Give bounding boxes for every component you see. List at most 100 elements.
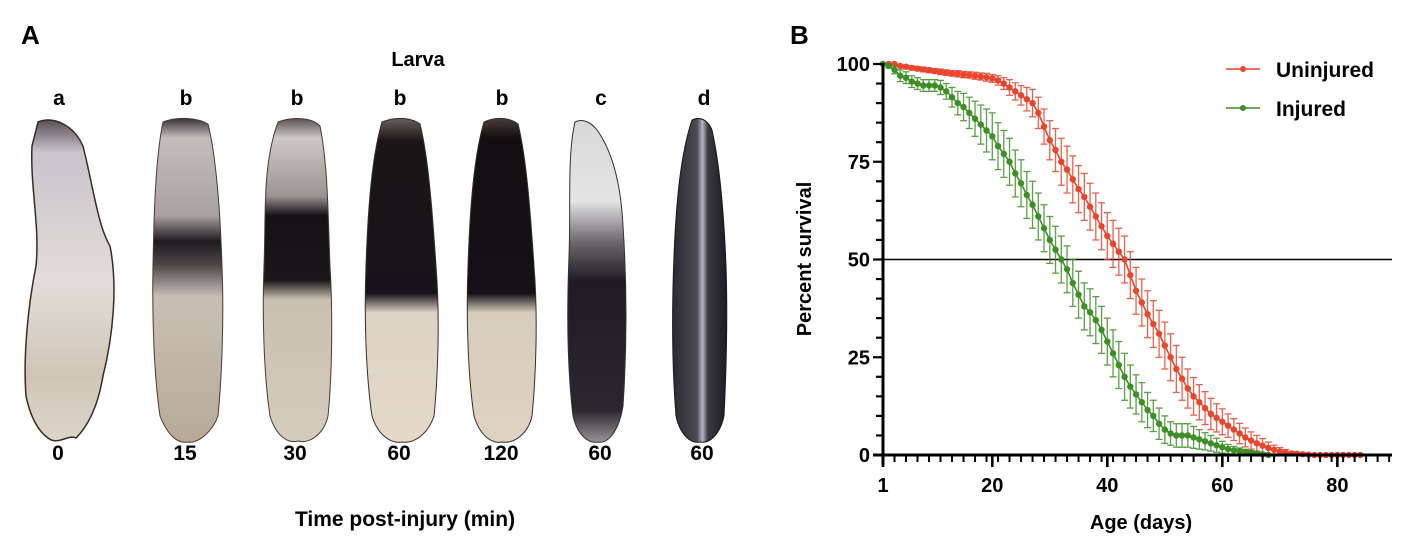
- data-point: [897, 72, 904, 79]
- legend-label: Uninjured: [1276, 59, 1374, 82]
- x-tick-label: 1: [877, 475, 888, 497]
- larva-image-30min: [262, 118, 333, 443]
- legend-label: Injured: [1276, 98, 1346, 121]
- data-point: [960, 71, 967, 78]
- time-label: 15: [173, 442, 197, 465]
- data-point: [908, 78, 915, 85]
- time-label: 60: [387, 442, 411, 465]
- larva-image-120min: [466, 117, 537, 443]
- data-point: [1173, 432, 1180, 439]
- data-point: [977, 121, 984, 128]
- data-point: [1190, 393, 1197, 400]
- data-point: [1121, 256, 1128, 263]
- data-point: [914, 65, 921, 72]
- data-point: [1184, 432, 1192, 439]
- y-axis-title: Percent survival: [794, 182, 816, 337]
- data-point: [971, 72, 979, 79]
- time-label: 60: [690, 442, 714, 465]
- data-point: [1012, 170, 1019, 177]
- y-tick-label: 0: [859, 445, 870, 467]
- data-point: [1242, 448, 1249, 456]
- data-point: [1029, 201, 1036, 208]
- y-tick-label: 100: [837, 54, 870, 76]
- data-point: [1023, 191, 1030, 199]
- data-point: [1167, 354, 1174, 361]
- larva-title: Larva: [391, 49, 445, 71]
- data-point: [1230, 426, 1238, 433]
- data-point: [1063, 166, 1071, 173]
- data-point: [1012, 88, 1019, 95]
- data-point: [902, 74, 910, 81]
- data-point: [1224, 445, 1232, 453]
- data-point: [1092, 213, 1100, 220]
- data-point: [1242, 434, 1249, 441]
- data-point: [1138, 399, 1146, 406]
- data-point: [1127, 271, 1134, 279]
- data-point: [966, 71, 973, 79]
- data-point: [1236, 430, 1243, 437]
- data-point: [1173, 365, 1180, 373]
- data-point: [1150, 412, 1157, 420]
- data-point: [931, 67, 938, 75]
- data-point: [1069, 176, 1076, 183]
- data-point: [1265, 444, 1272, 452]
- data-point: [1270, 446, 1278, 454]
- data-point: [920, 82, 927, 89]
- axes-layer: 0 25 50 75 100 1 20 40 60 80: [837, 54, 1392, 497]
- data-point: [1035, 213, 1042, 220]
- larva-image-60min: [364, 117, 439, 443]
- data-point: [954, 99, 961, 107]
- data-point: [1040, 123, 1048, 130]
- data-point: [994, 142, 1002, 150]
- data-point: [1098, 326, 1105, 334]
- data-point: [1000, 150, 1007, 158]
- data-point: [1144, 311, 1151, 318]
- data-point: [1075, 291, 1082, 298]
- time-label: 120: [483, 442, 519, 465]
- data-point: [1086, 203, 1094, 210]
- grade-label: b: [495, 87, 509, 110]
- data-point: [1161, 426, 1169, 433]
- data-point: [1115, 361, 1123, 369]
- data-point: [1247, 437, 1255, 444]
- data-point: [1161, 342, 1169, 349]
- data-point: [914, 80, 921, 87]
- data-point: [983, 127, 990, 134]
- larva-image-0min: [24, 119, 115, 442]
- data-point: [1058, 158, 1065, 165]
- data-point: [1006, 84, 1013, 91]
- data-point: [1230, 447, 1238, 454]
- legend: Uninjured Injured: [1226, 59, 1374, 121]
- data-point: [1213, 442, 1220, 449]
- data-point: [1224, 422, 1232, 429]
- data-point: [1276, 448, 1284, 455]
- grade-label: b: [179, 87, 193, 110]
- series-layer: [879, 60, 1364, 459]
- x-tick-label: 40: [1096, 475, 1118, 497]
- data-point: [925, 67, 933, 74]
- data-point: [989, 75, 996, 82]
- data-point: [1167, 430, 1174, 437]
- data-point: [1052, 146, 1059, 154]
- data-point: [1052, 246, 1059, 253]
- data-point: [948, 94, 956, 101]
- data-point: [1017, 180, 1025, 187]
- data-point: [1081, 303, 1088, 310]
- grade-label: b: [393, 87, 407, 110]
- data-point: [1104, 232, 1111, 240]
- data-point: [920, 66, 927, 73]
- data-point: [1006, 158, 1013, 165]
- data-point: [1115, 248, 1123, 255]
- data-point: [1086, 309, 1094, 316]
- larva-image-60min-d: [672, 117, 728, 443]
- time-label: 0: [52, 442, 64, 465]
- data-point: [1201, 404, 1209, 412]
- data-point: [1058, 256, 1065, 263]
- data-point: [1035, 109, 1042, 117]
- data-point: [1190, 434, 1197, 441]
- data-point: [1046, 137, 1053, 144]
- data-point: [989, 133, 996, 140]
- data-point: [1219, 418, 1226, 425]
- data-point: [885, 62, 892, 70]
- data-point: [960, 103, 967, 111]
